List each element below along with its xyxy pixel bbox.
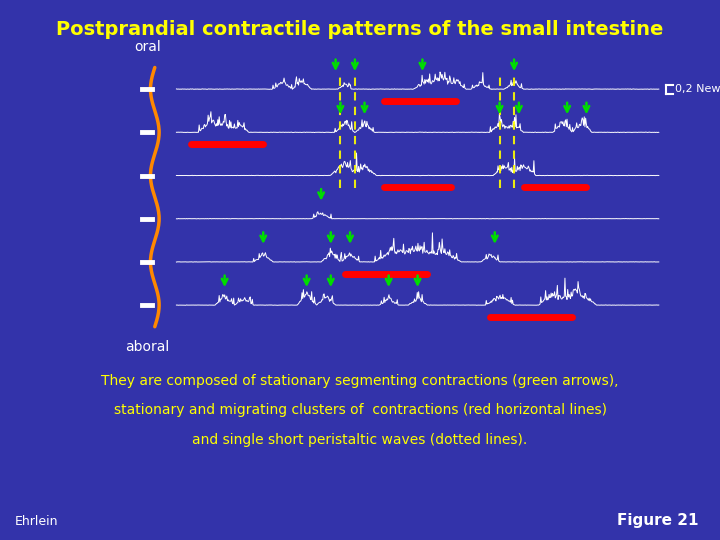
Text: They are composed of stationary segmenting contractions (green arrows),: They are composed of stationary segmenti… — [102, 374, 618, 388]
Text: Figure 21: Figure 21 — [617, 513, 698, 528]
Text: oral: oral — [134, 40, 161, 54]
Text: Ehrlein: Ehrlein — [14, 515, 58, 528]
Text: and single short peristaltic waves (dotted lines).: and single short peristaltic waves (dott… — [192, 433, 528, 447]
Text: stationary and migrating clusters of  contractions (red horizontal lines): stationary and migrating clusters of con… — [114, 403, 606, 417]
Text: aboral: aboral — [125, 340, 170, 354]
Text: Postprandial contractile patterns of the small intestine: Postprandial contractile patterns of the… — [56, 20, 664, 39]
Text: 0,2 Newton: 0,2 Newton — [675, 84, 720, 94]
